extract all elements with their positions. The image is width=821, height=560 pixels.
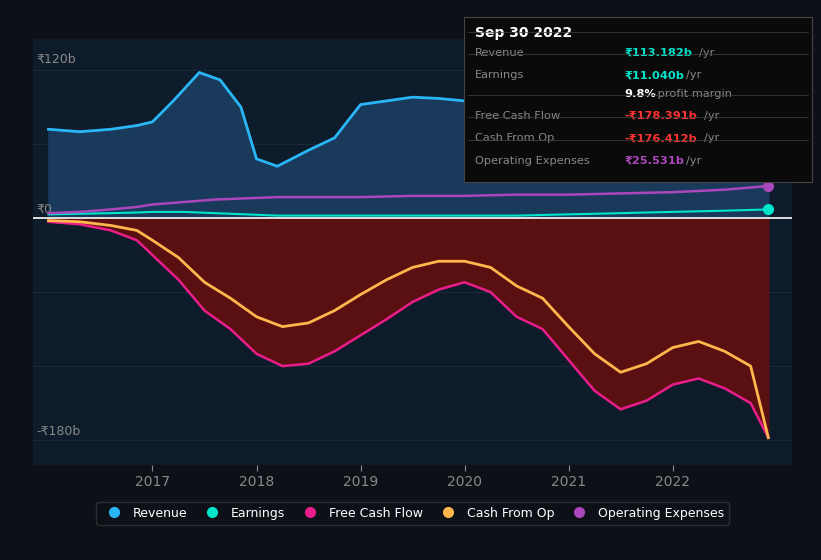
Text: Cash From Op: Cash From Op [475, 133, 554, 143]
Text: /yr: /yr [704, 111, 720, 121]
Text: -₹180b: -₹180b [37, 425, 81, 438]
Text: -₹178.391b: -₹178.391b [624, 111, 697, 121]
Text: /yr: /yr [699, 48, 715, 58]
Text: Sep 30 2022: Sep 30 2022 [475, 26, 571, 40]
Text: ₹11.040b: ₹11.040b [624, 71, 684, 81]
Text: Earnings: Earnings [475, 71, 524, 81]
Text: ₹120b: ₹120b [37, 53, 76, 66]
Text: Revenue: Revenue [475, 48, 524, 58]
Text: ₹0: ₹0 [37, 203, 53, 216]
Text: -₹176.412b: -₹176.412b [624, 133, 697, 143]
Text: ₹25.531b: ₹25.531b [624, 156, 684, 166]
Text: 9.8%: 9.8% [624, 88, 656, 99]
Text: Operating Expenses: Operating Expenses [475, 156, 589, 166]
Text: /yr: /yr [686, 156, 702, 166]
Text: /yr: /yr [704, 133, 720, 143]
Text: /yr: /yr [686, 71, 702, 81]
Text: profit margin: profit margin [654, 88, 732, 99]
Text: Free Cash Flow: Free Cash Flow [475, 111, 560, 121]
Text: ₹113.182b: ₹113.182b [624, 48, 692, 58]
Legend: Revenue, Earnings, Free Cash Flow, Cash From Op, Operating Expenses: Revenue, Earnings, Free Cash Flow, Cash … [96, 502, 729, 525]
